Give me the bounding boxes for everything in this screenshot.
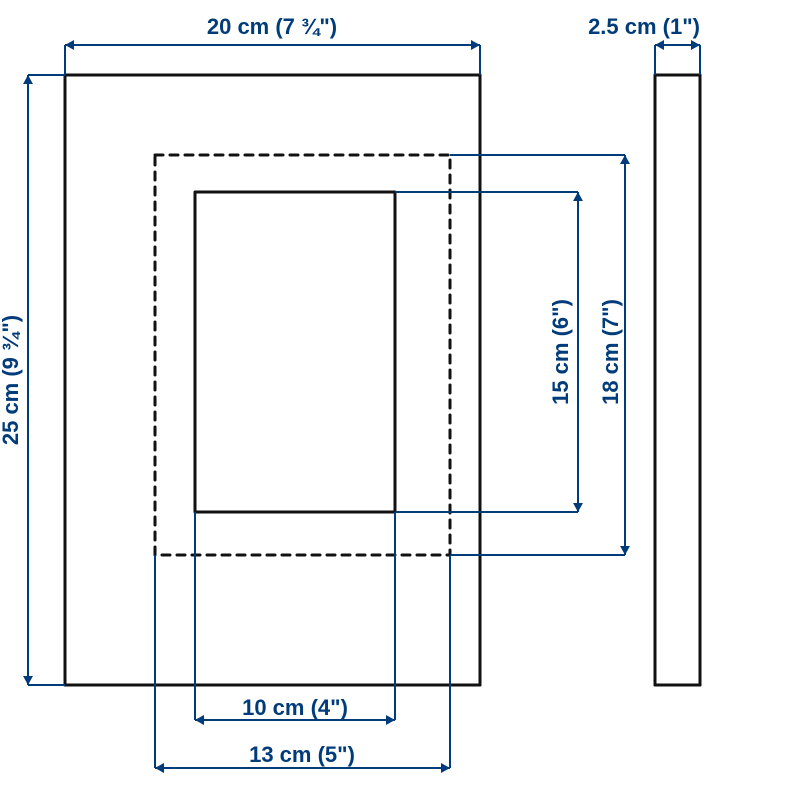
dim-height_18-label: 18 cm (7") [598,299,623,405]
dim-width_13-label: 13 cm (5") [249,742,355,767]
dim-width_10: 10 cm (4") [195,512,395,725]
dim-width_20: 20 cm (7 ¾") [65,14,480,75]
inner-photo [195,192,395,512]
dim-height_15: 15 cm (6") [395,192,583,512]
outer-frame [65,75,480,685]
dim-width_20-label: 20 cm (7 ¾") [207,14,337,39]
dim-height_25: 25 cm (9 ¾") [0,75,65,685]
side-profile [655,75,700,685]
dim-width_2_5: 2.5 cm (1") [588,14,700,75]
dim-width_10-label: 10 cm (4") [242,695,348,720]
dim-width_2_5-label: 2.5 cm (1") [588,14,700,39]
dim-height_25-label: 25 cm (9 ¾") [0,315,23,445]
dim-height_15-label: 15 cm (6") [548,299,573,405]
dashed-mid [155,155,450,555]
dim-height_18: 18 cm (7") [450,155,630,555]
dim-width_13: 13 cm (5") [155,555,450,773]
